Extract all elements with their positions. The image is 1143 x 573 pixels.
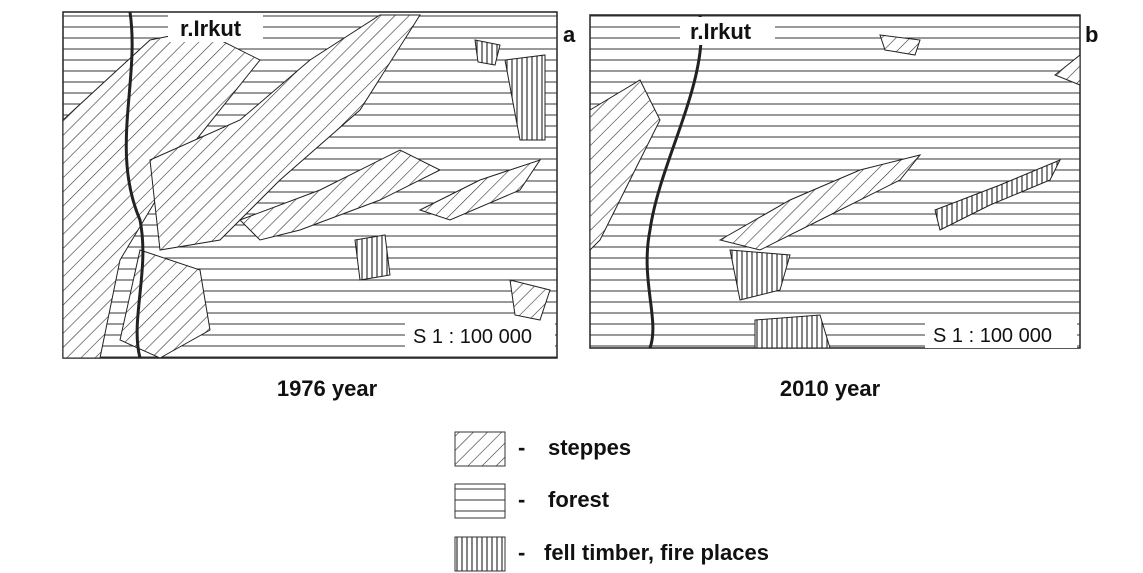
panel-letter: b	[1085, 22, 1098, 47]
legend-label: fell timber, fire places	[544, 540, 769, 565]
map-panel-b: r.Irkut b S 1 : 100 000 2010 year	[590, 15, 1098, 401]
legend-swatch	[455, 484, 505, 518]
legend-label: steppes	[548, 435, 631, 460]
panel-caption: 2010 year	[780, 376, 881, 401]
river-label: r.Irkut	[180, 16, 242, 41]
figure: r.Irkut a S 1 : 100 000 1976 year r.Irku…	[0, 0, 1143, 573]
river-label: r.Irkut	[690, 19, 752, 44]
legend-dash: -	[518, 487, 525, 512]
panel-caption: 1976 year	[277, 376, 378, 401]
legend-label: forest	[548, 487, 610, 512]
panel-letter: a	[563, 22, 576, 47]
map-panel-a: r.Irkut a S 1 : 100 000 1976 year	[63, 12, 576, 401]
scale-label: S 1 : 100 000	[413, 326, 532, 348]
legend-swatch	[455, 537, 505, 571]
legend: - steppes - forest - fell timber, fire p…	[455, 432, 769, 571]
legend-swatch	[455, 432, 505, 466]
legend-dash: -	[518, 540, 525, 565]
scale-label: S 1 : 100 000	[933, 325, 1052, 347]
legend-dash: -	[518, 435, 525, 460]
